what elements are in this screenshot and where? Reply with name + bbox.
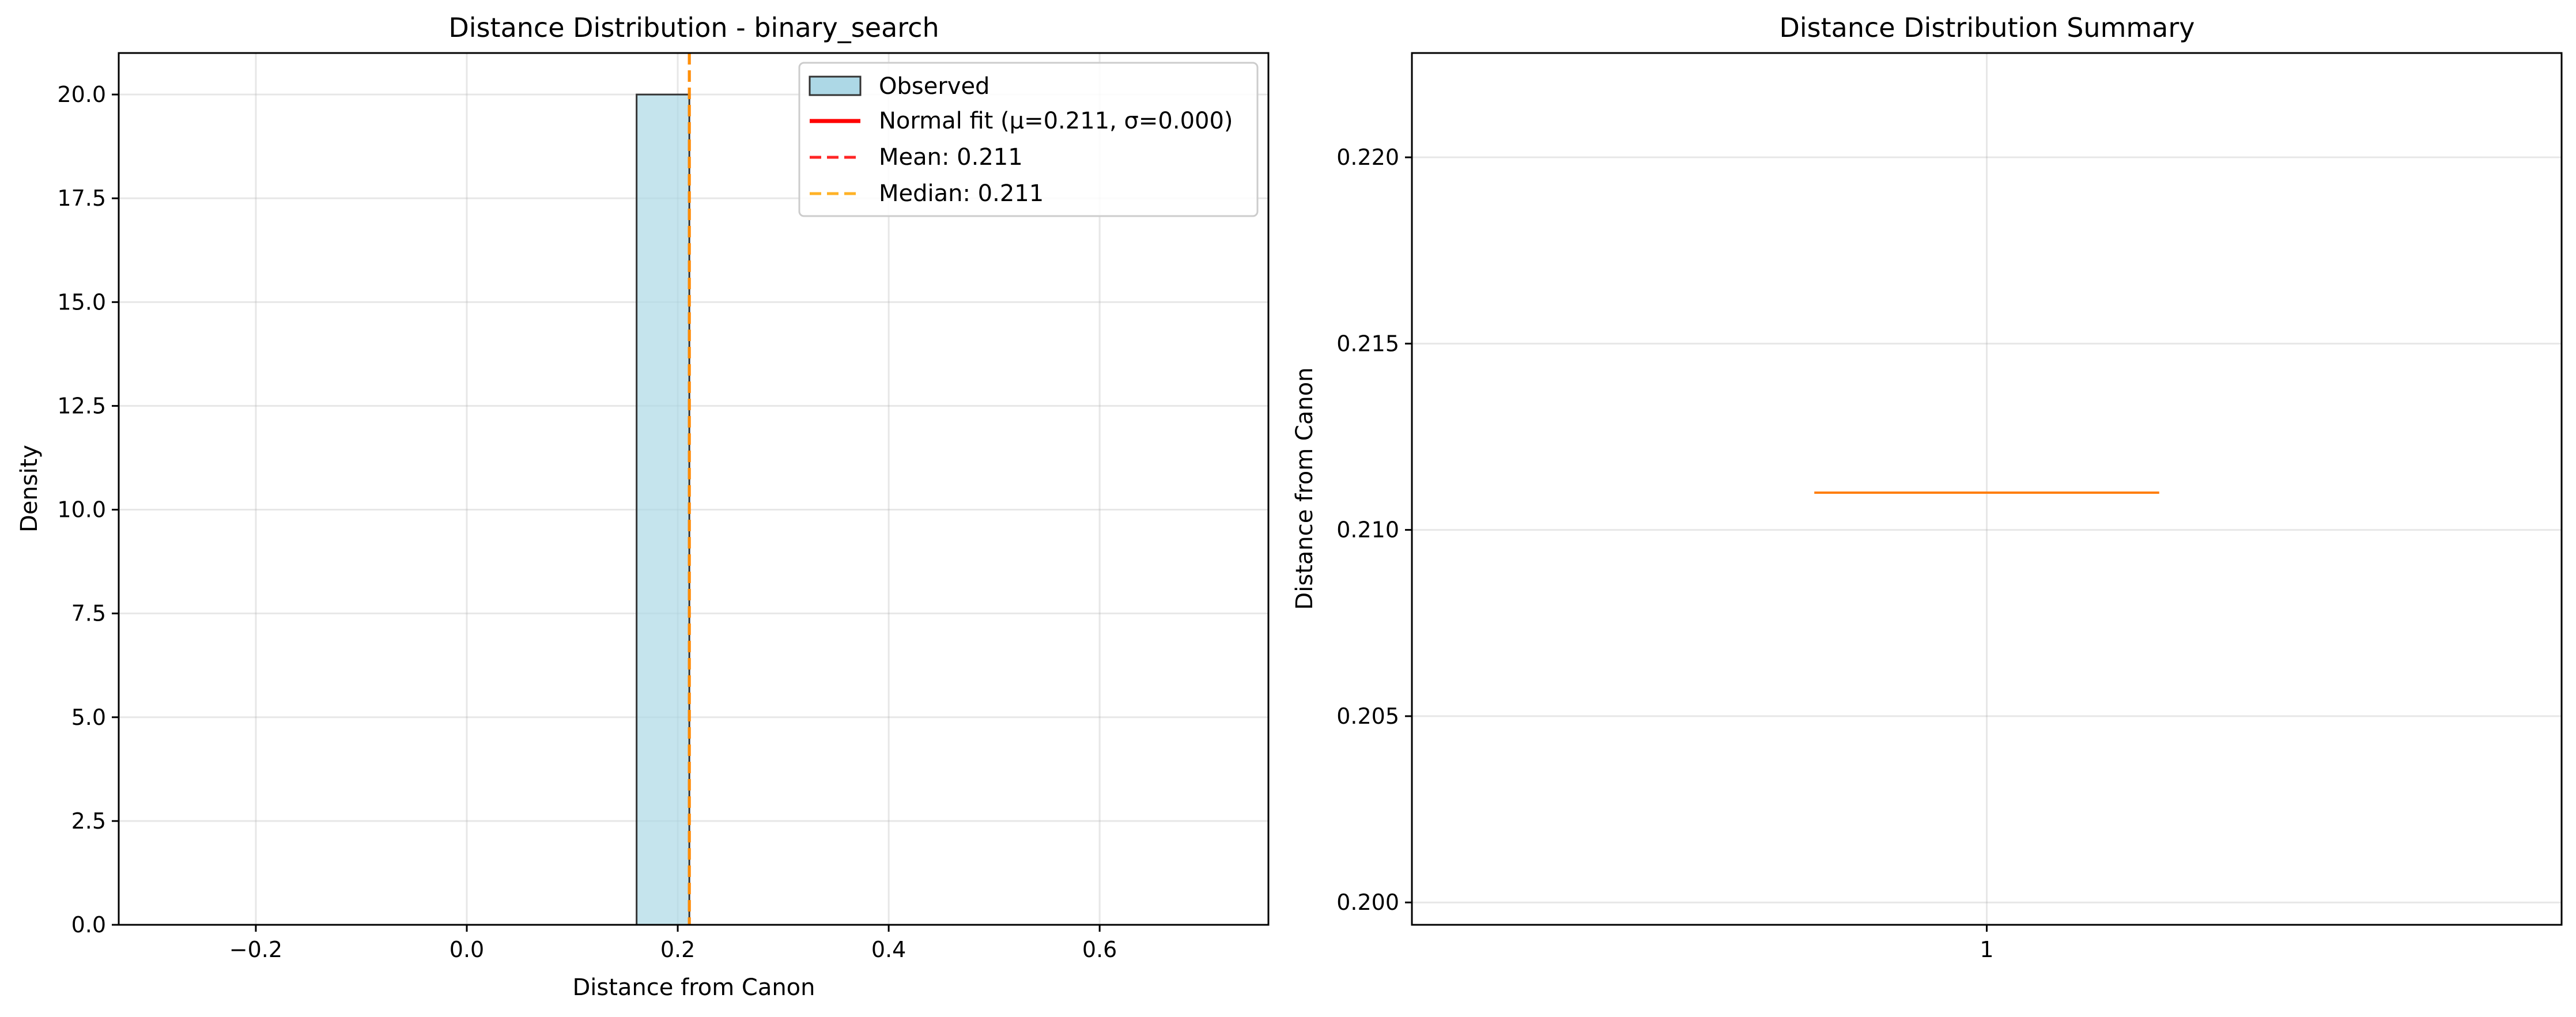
legend-label-normal-fit: Normal fit (μ=0.211, σ=0.000)	[879, 108, 1233, 134]
y-tick-label: 0.210	[1336, 517, 1399, 543]
legend-label-observed: Observed	[879, 73, 989, 100]
histogram-bar	[636, 93, 690, 926]
histogram-x-axis-label: Distance from Canon	[572, 974, 815, 1001]
x-tick-label: 0.4	[871, 937, 906, 962]
y-tick-label: 2.5	[71, 808, 106, 834]
histogram-title: Distance Distribution - binary_search	[448, 12, 939, 43]
y-tick-label: 0.215	[1336, 331, 1399, 356]
x-tick-label: 0.0	[450, 937, 484, 962]
y-tick-label: 0.205	[1336, 704, 1399, 729]
histogram-panel: Distance Distribution - binary_search −0…	[16, 12, 1270, 1001]
boxplot-y-ticks: 0.200 0.205 0.210 0.215 0.220	[1336, 145, 1412, 915]
legend-label-mean: Mean: 0.211	[879, 144, 1023, 171]
histogram-y-axis-label: Density	[16, 445, 43, 532]
y-tick-label: 10.0	[57, 497, 106, 523]
x-tick-label: −0.2	[229, 937, 282, 962]
boxplot-panel: Distance Distribution Summary 1 0.2000.2…	[1291, 12, 2563, 962]
y-tick-label: 0.220	[1336, 145, 1399, 170]
boxplot-grid	[1412, 53, 2562, 925]
y-tick-label: 20.0	[57, 82, 106, 107]
legend-swatch-observed	[809, 75, 862, 96]
boxplot-y-axis-label: Distance from Canon	[1291, 367, 1318, 610]
x-tick-label: 0.6	[1082, 937, 1117, 962]
x-tick-label: 1	[1980, 937, 1993, 962]
legend-frame	[798, 62, 1259, 217]
y-tick-label: 0.0	[71, 912, 106, 937]
y-tick-label: 5.0	[71, 705, 106, 730]
histogram-legend: Observed Normal fit (μ=0.211, σ=0.000) M…	[798, 62, 1259, 217]
y-tick-label: 15.0	[57, 289, 106, 315]
y-tick-label: 0.200	[1336, 890, 1399, 915]
boxplot-x-ticks: 1	[1980, 925, 1994, 962]
legend-label-median: Median: 0.211	[879, 180, 1044, 207]
x-tick-label: 0.2	[660, 937, 695, 962]
histogram-x-ticks: −0.2 0.0 0.2 0.4 0.6	[229, 925, 1117, 962]
histogram-frame	[118, 52, 1270, 926]
boxplot-title: Distance Distribution Summary	[1779, 12, 2194, 43]
y-tick-label: 12.5	[57, 393, 106, 418]
y-tick-label: 7.5	[71, 601, 106, 626]
histogram-y-ticks: 0.0 2.5 5.0 7.5 10.0 12.5 15.0 17.5 20.0	[57, 82, 119, 937]
y-tick-label: 17.5	[57, 186, 106, 211]
